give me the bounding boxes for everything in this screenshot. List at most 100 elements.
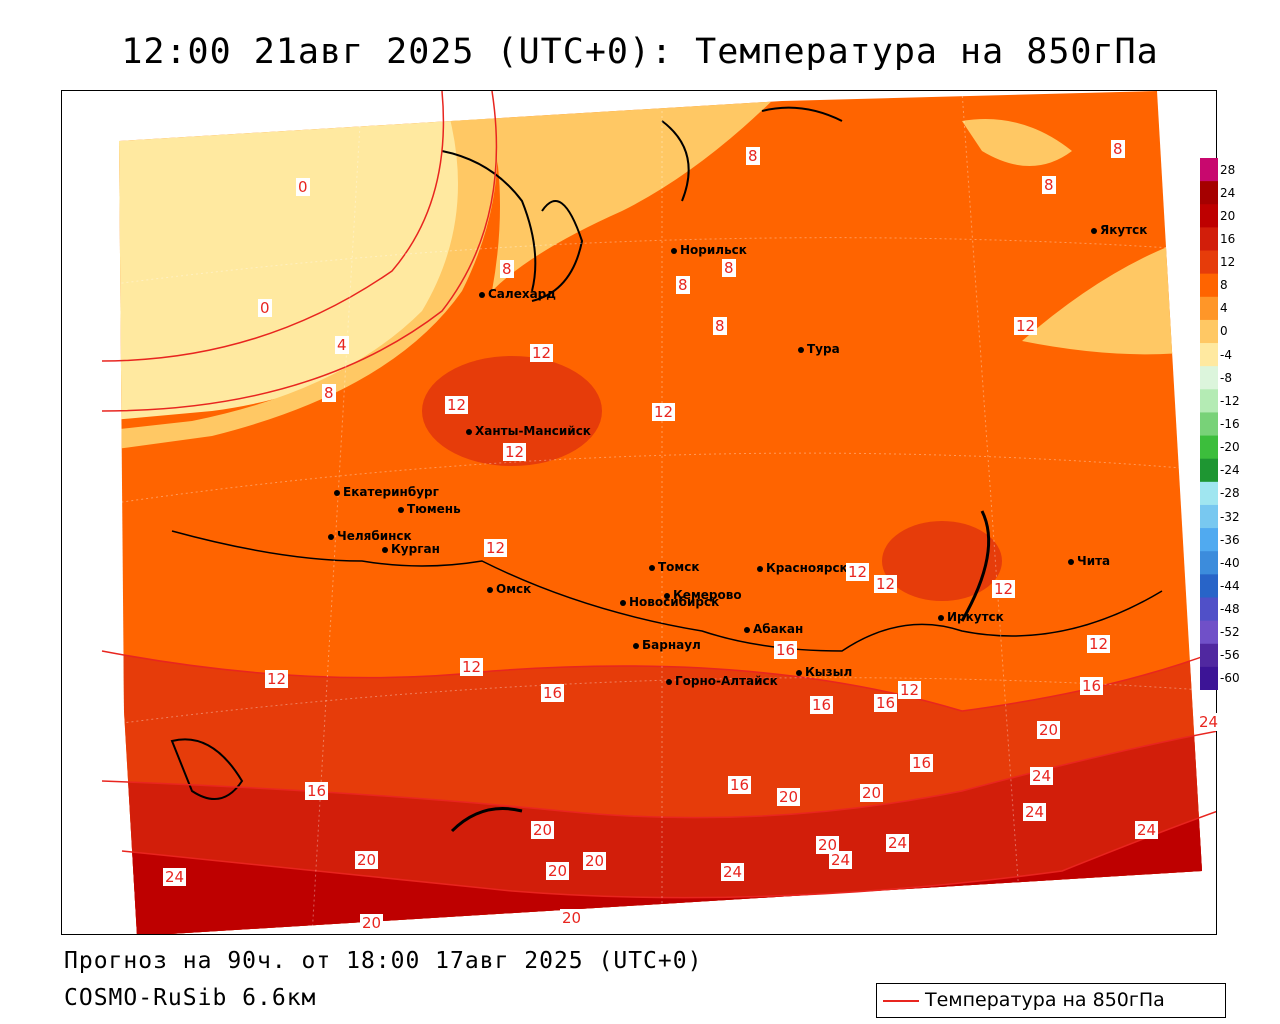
city-marker: [487, 587, 493, 593]
city-label: Иркутск: [947, 610, 1004, 624]
colorbar-tick-label: 20: [1220, 208, 1236, 223]
city-marker: [649, 565, 655, 571]
colorbar: [1200, 158, 1218, 690]
colorbar-tick-label: -8: [1220, 370, 1232, 385]
colorbar-swatch: [1200, 666, 1218, 690]
isotherm-label: 24: [1023, 803, 1047, 821]
city-label: Норильск: [680, 243, 747, 257]
isotherm-label: 20: [777, 788, 801, 806]
colorbar-tick-label: -48: [1220, 602, 1240, 617]
colorbar-swatch: [1200, 296, 1218, 321]
legend-label: Температура на 850гПа: [925, 989, 1165, 1011]
isotherm-label: 16: [910, 754, 934, 772]
city-marker: [666, 679, 672, 685]
colorbar-swatch: [1200, 204, 1218, 228]
colorbar-tick-label: -4: [1220, 347, 1232, 362]
city-label: Чита: [1077, 554, 1111, 568]
colorbar-swatch: [1200, 250, 1218, 275]
colorbar-swatch: [1200, 643, 1218, 668]
isotherm-label: 20: [860, 784, 884, 802]
isotherm-label: 12: [874, 575, 898, 593]
isotherm-label: 8: [676, 276, 690, 294]
colorbar-tick-label: -56: [1220, 648, 1240, 663]
isotherm-label: 20: [355, 851, 379, 869]
isotherm-label: 24: [1030, 767, 1054, 785]
city-marker: [398, 507, 404, 513]
city-label: Салехард: [488, 287, 556, 301]
city-label: Якутск: [1100, 223, 1148, 237]
isotherm-label: 12: [530, 344, 554, 362]
city-marker: [382, 547, 388, 553]
colorbar-swatch: [1200, 273, 1218, 298]
colorbar-tick-label: -24: [1220, 463, 1240, 478]
colorbar-swatch: [1200, 504, 1218, 529]
city-marker: [744, 627, 750, 633]
colorbar-swatch: [1200, 366, 1218, 390]
city-label: Тюмень: [407, 502, 461, 516]
isotherm-label: 20: [1037, 721, 1061, 739]
isotherm-label: 4: [335, 336, 349, 354]
colorbar-tick-label: -36: [1220, 532, 1240, 547]
isotherm-label: 24: [886, 834, 910, 852]
isotherm-label: 12: [265, 670, 289, 688]
isotherm-label: 8: [1111, 140, 1125, 158]
city-label: Ханты-Мансийск: [475, 424, 591, 438]
city-marker: [798, 347, 804, 353]
city-label: Барнаул: [642, 638, 701, 652]
city-label: Красноярск: [766, 561, 848, 575]
isotherm-label: 8: [500, 260, 514, 278]
isotherm-label: 20: [360, 914, 384, 932]
isotherm-label: 12: [460, 658, 484, 676]
colorbar-tick-label: -52: [1220, 625, 1240, 640]
colorbar-tick-label: -32: [1220, 509, 1240, 524]
colorbar-tick-label: -60: [1220, 671, 1240, 686]
city-marker: [334, 490, 340, 496]
temperature-map: [61, 90, 1217, 935]
isotherm-label: 16: [728, 776, 752, 794]
isotherm-label: 0: [296, 178, 310, 196]
city-label: Екатеринбург: [343, 485, 439, 499]
colorbar-tick-label: -40: [1220, 555, 1240, 570]
city-label: Тура: [807, 342, 840, 356]
isotherm-label: 0: [258, 299, 272, 317]
isotherm-label: 24: [721, 863, 745, 881]
legend-line-swatch: [883, 1000, 919, 1002]
forecast-info: Прогноз на 90ч. от 18:00 17авг 2025 (UTC…: [64, 948, 703, 974]
colorbar-swatch: [1200, 319, 1218, 344]
colorbar-swatch: [1200, 481, 1218, 506]
colorbar-swatch: [1200, 389, 1218, 413]
colorbar-swatch: [1200, 435, 1218, 460]
isotherm-label: 24: [163, 868, 187, 886]
map-canvas: [62, 91, 1216, 934]
lake-outline: [170, 738, 244, 800]
isotherm-label: 20: [816, 836, 840, 854]
colorbar-tick-label: 4: [1220, 301, 1228, 316]
city-label: Курган: [391, 542, 440, 556]
isotherm-label: 12: [1087, 635, 1111, 653]
isotherm-label: 24: [1135, 821, 1159, 839]
city-marker: [328, 534, 334, 540]
colorbar-swatch: [1200, 458, 1218, 483]
isotherm-label: 8: [746, 147, 760, 165]
colorbar-swatch: [1200, 528, 1218, 552]
isotherm-label: 16: [1080, 677, 1104, 695]
isotherm-label: 16: [810, 696, 834, 714]
city-label: Челябинск: [337, 529, 412, 543]
city-marker: [938, 615, 944, 621]
colorbar-swatch: [1200, 597, 1218, 622]
isotherm-label: 12: [846, 563, 870, 581]
isotherm-label: 8: [322, 384, 336, 402]
isotherm-label: 12: [445, 396, 469, 414]
colorbar-swatch: [1200, 551, 1218, 575]
colorbar-swatch: [1200, 574, 1218, 598]
colorbar-swatch: [1200, 412, 1218, 437]
isotherm-label: 24: [829, 851, 853, 869]
model-info: COSMO-RuSib 6.6км: [64, 985, 317, 1011]
isotherm-label: 16: [305, 782, 329, 800]
colorbar-tick-label: -16: [1220, 417, 1240, 431]
city-marker: [664, 593, 670, 599]
city-label: Омск: [496, 582, 532, 596]
colorbar-swatch: [1200, 158, 1218, 182]
colorbar-swatch: [1200, 343, 1218, 367]
isotherm-label: 20: [546, 862, 570, 880]
